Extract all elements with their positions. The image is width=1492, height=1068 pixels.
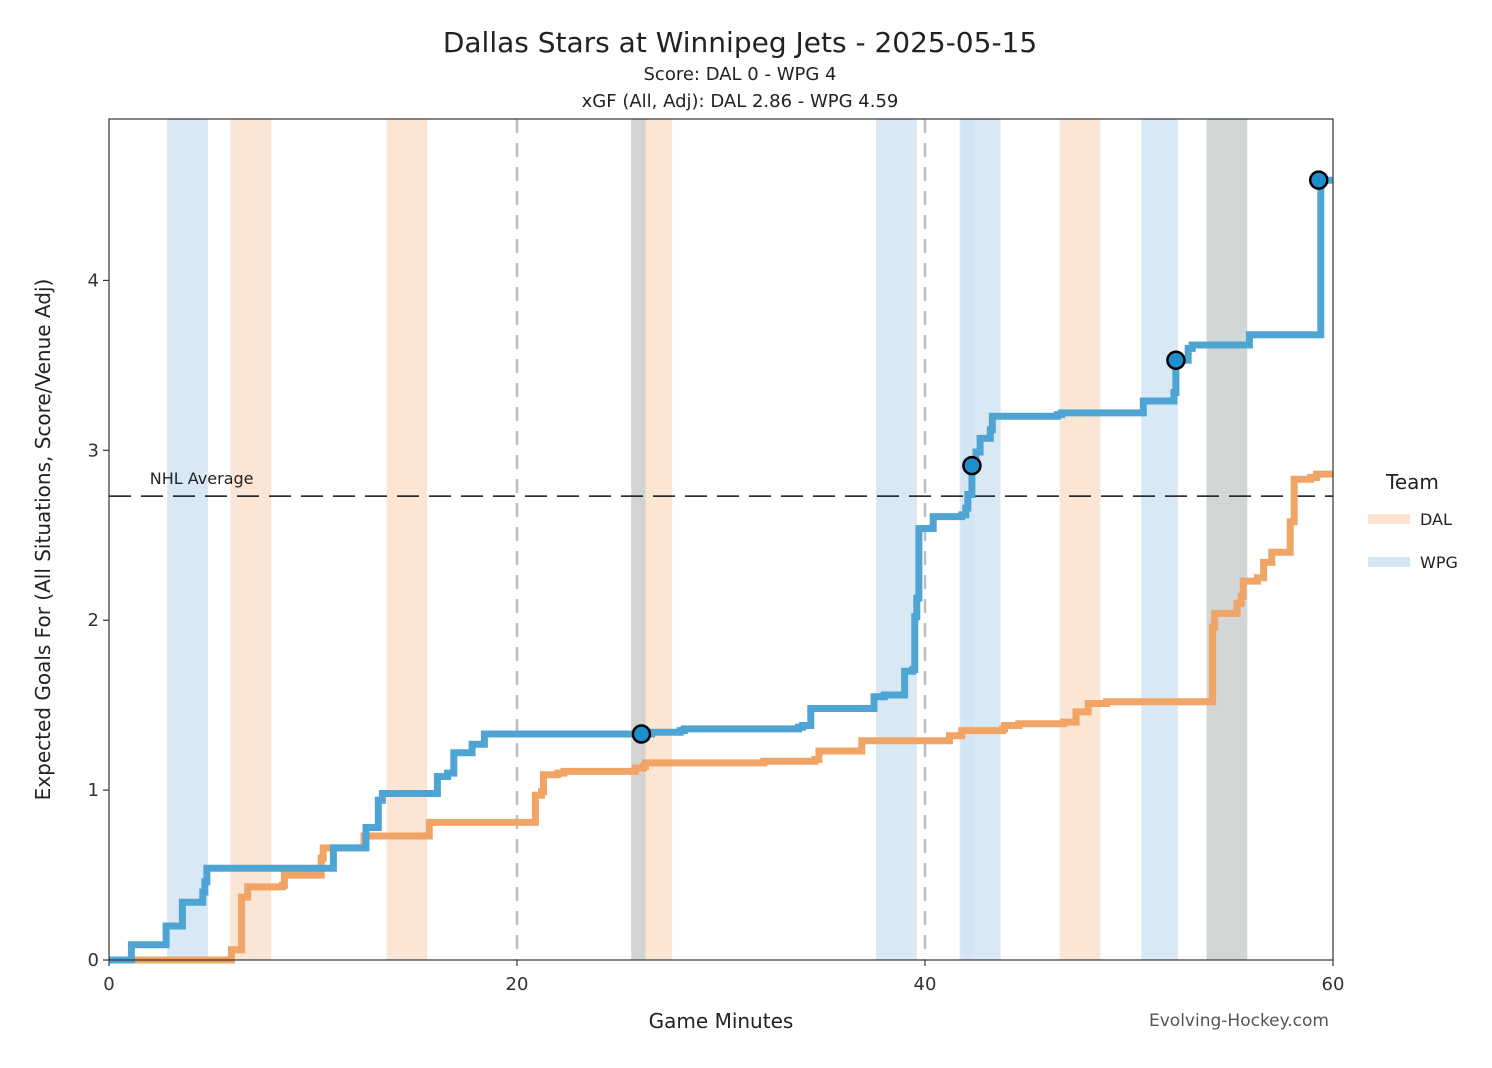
band-even-10 bbox=[1206, 119, 1248, 960]
legend-swatch-dal bbox=[1368, 514, 1410, 524]
legend-swatch-wpg bbox=[1368, 557, 1410, 567]
x-tick-label-0: 0 bbox=[103, 974, 114, 995]
y-tick-label-2: 2 bbox=[88, 610, 99, 631]
series-lines bbox=[109, 176, 1333, 964]
goal-markers bbox=[631, 170, 1329, 744]
goal-marker-wpg-1 bbox=[631, 724, 652, 744]
legend-label-dal: DAL bbox=[1420, 510, 1452, 529]
source-credit: Evolving-Hockey.com bbox=[1149, 1011, 1329, 1031]
goal-marker-wpg-2 bbox=[962, 455, 982, 476]
y-tick-label-0: 0 bbox=[88, 950, 99, 971]
period-lines bbox=[515, 119, 927, 960]
band-wpg-5 bbox=[876, 119, 917, 960]
goal-marker-wpg-4 bbox=[1308, 170, 1329, 190]
x-tick-label-20: 20 bbox=[506, 974, 529, 995]
plot-frame bbox=[108, 118, 1334, 961]
x-tick-label-40: 40 bbox=[914, 974, 937, 995]
nhl-average-label: NHL Average bbox=[150, 469, 254, 488]
band-dal-8 bbox=[1059, 119, 1101, 960]
legend-label-wpg: WPG bbox=[1420, 553, 1458, 572]
x-axis-label: Game Minutes bbox=[649, 1009, 794, 1033]
chart-subtitle-score: Score: DAL 0 - WPG 4 bbox=[644, 64, 837, 85]
chart-subtitle-xgf: xGF (All, Adj): DAL 2.86 - WPG 4.59 bbox=[582, 91, 899, 112]
series-line-dal bbox=[109, 470, 1333, 964]
y-axis-label: Expected Goals For (All Situations, Scor… bbox=[31, 279, 55, 801]
penalty-bands bbox=[167, 119, 1248, 960]
band-even-4 bbox=[631, 119, 646, 960]
goal-marker-wpg-3 bbox=[1166, 350, 1186, 371]
y-tick-label-3: 3 bbox=[88, 440, 99, 461]
y-tick-label-1: 1 bbox=[88, 780, 99, 801]
band-wpg-7 bbox=[961, 119, 974, 960]
y-axis: 0 1 2 3 4 bbox=[88, 270, 109, 971]
band-dal-2 bbox=[386, 119, 428, 960]
legend-title: Team bbox=[1385, 470, 1439, 494]
band-wpg-9 bbox=[1141, 119, 1178, 960]
legend: Team DAL WPG bbox=[1368, 470, 1458, 572]
chart-title: Dallas Stars at Winnipeg Jets - 2025-05-… bbox=[443, 26, 1037, 59]
y-tick-label-4: 4 bbox=[88, 270, 99, 291]
x-tick-label-60: 60 bbox=[1322, 974, 1345, 995]
band-dal-1 bbox=[230, 119, 272, 960]
nhl-average: NHL Average bbox=[109, 469, 1333, 497]
series-line-wpg bbox=[109, 176, 1333, 964]
band-wpg-0 bbox=[167, 119, 208, 960]
x-axis: 0 20 40 60 bbox=[103, 960, 1344, 995]
